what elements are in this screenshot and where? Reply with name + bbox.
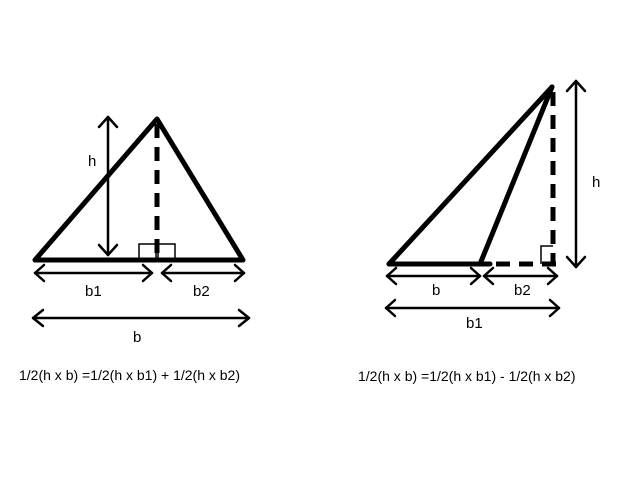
- left-height-arrow: [97, 115, 119, 257]
- left-b-arrow: [31, 308, 251, 328]
- left-b2-arrow: [160, 263, 246, 283]
- right-outer-side: [386, 84, 555, 267]
- right-b2-arrow: [482, 266, 559, 286]
- right-figure: h b b2 b1: [384, 79, 600, 332]
- left-b1-arrow: [33, 263, 154, 283]
- right-area-formula: 1/2(h x b) =1/2(h x b1) - 1/2(h x b2): [358, 368, 576, 384]
- left-figure: h b1 b2 b: [31, 115, 251, 346]
- right-b1-arrow: [384, 298, 561, 318]
- right-height-label: h: [592, 174, 600, 191]
- right-b1-label: b1: [466, 315, 483, 332]
- left-b1-label: b1: [85, 283, 102, 300]
- left-right-angle-marker-1: [138, 243, 157, 260]
- left-area-formula: 1/2(h x b) =1/2(h x b1) + 1/2(h x b2): [19, 367, 241, 383]
- right-inner-side: [477, 84, 555, 267]
- left-triangle: [32, 116, 246, 263]
- left-b-label: b: [133, 329, 141, 346]
- right-right-angle-marker: [540, 245, 553, 264]
- right-height-arrow: [565, 79, 587, 269]
- right-b-label: b: [432, 282, 440, 299]
- left-height-label: h: [88, 153, 96, 170]
- left-b2-label: b2: [193, 283, 210, 300]
- left-right-angle-marker-2: [157, 243, 176, 260]
- right-b-arrow: [385, 266, 482, 286]
- right-b2-label: b2: [514, 282, 531, 299]
